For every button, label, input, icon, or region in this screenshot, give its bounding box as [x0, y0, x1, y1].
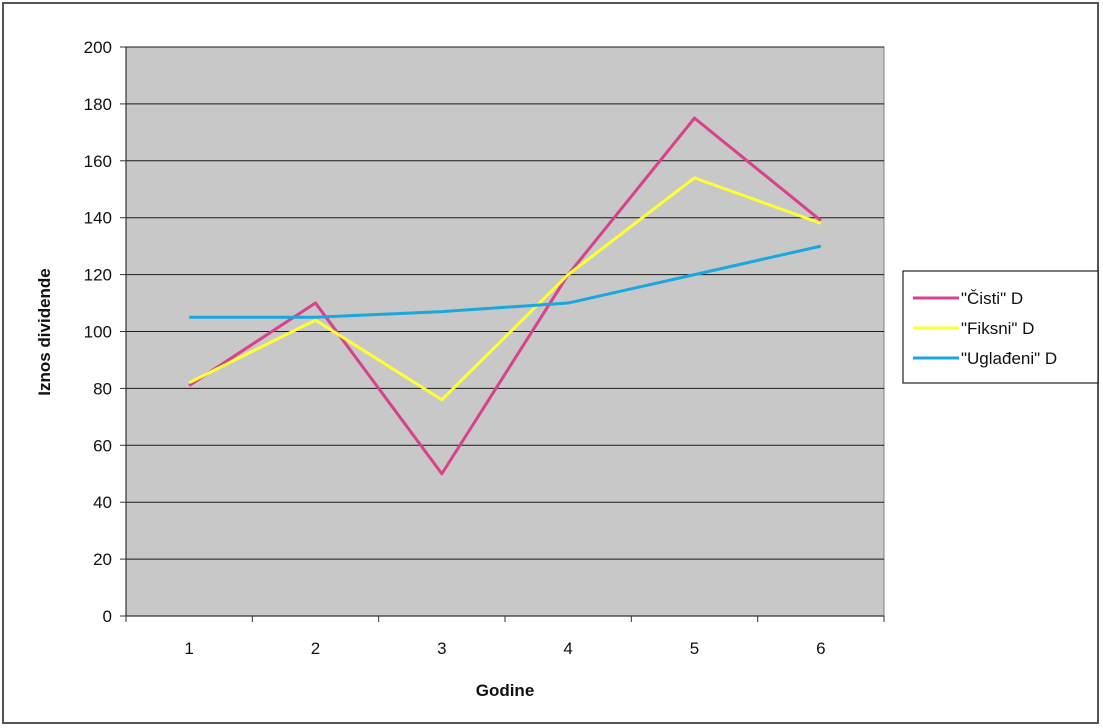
x-tick-label: 3 — [437, 639, 446, 658]
gridlines — [126, 46, 884, 560]
legend-label: "Čisti" D — [961, 289, 1023, 308]
y-tick-label: 20 — [93, 550, 112, 569]
y-tick-label: 40 — [93, 493, 112, 512]
axes — [120, 46, 885, 622]
legend-label: "Fiksni" D — [961, 319, 1034, 338]
series-line-2 — [188, 176, 822, 402]
y-tick-label: 200 — [84, 38, 112, 57]
y-tick-labels: 0 20 40 60 80 100 120 140 160 180 200 — [84, 38, 112, 626]
y-tick-label: 80 — [93, 379, 112, 398]
y-tick-label: 100 — [84, 323, 112, 342]
series-line-3 — [189, 244, 822, 319]
x-tick-label: 6 — [816, 639, 825, 658]
x-tick-label: 4 — [563, 639, 572, 658]
legend: "Čisti" D "Fiksni" D "Uglađeni" D — [902, 270, 1099, 384]
y-tick-label: 120 — [84, 266, 112, 285]
x-tick-label: 1 — [184, 639, 193, 658]
y-tick-label: 60 — [93, 436, 112, 455]
x-tick-labels: 1 2 3 4 5 6 — [184, 639, 825, 658]
y-axis-title: Iznos dividende — [35, 268, 54, 396]
y-tick-label: 180 — [84, 95, 112, 114]
legend-label: "Uglađeni" D — [961, 349, 1057, 368]
y-tick-label: 0 — [103, 607, 112, 626]
x-tick-label: 5 — [690, 639, 699, 658]
y-tick-label: 140 — [84, 209, 112, 228]
y-tick-label: 160 — [84, 152, 112, 171]
x-axis-title: Godine — [476, 681, 535, 700]
series-lines — [188, 116, 822, 476]
x-tick-label: 2 — [311, 639, 320, 658]
